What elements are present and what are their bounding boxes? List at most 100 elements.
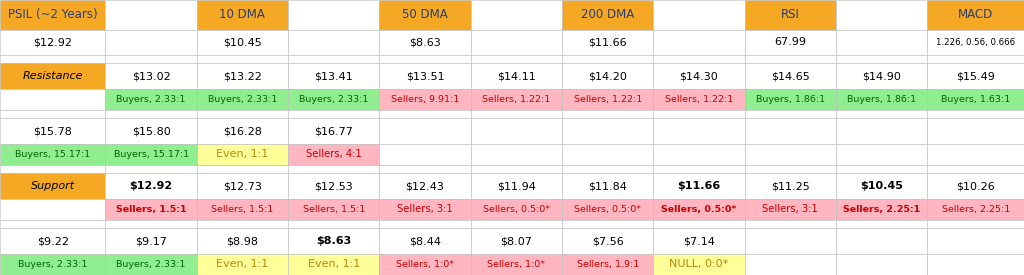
Text: $12.53: $12.53: [314, 181, 353, 191]
Bar: [744, 119, 836, 144]
Bar: [928, 119, 1024, 144]
Text: 67.99: 67.99: [774, 37, 806, 47]
Text: Even, 1:1: Even, 1:1: [216, 259, 268, 270]
Bar: [653, 165, 744, 174]
Bar: [288, 64, 379, 89]
Text: $12.92: $12.92: [33, 37, 73, 47]
Bar: [197, 220, 288, 229]
Bar: [928, 89, 1024, 110]
Text: $13.02: $13.02: [132, 71, 170, 81]
Bar: [562, 119, 653, 144]
Text: $13.22: $13.22: [223, 71, 262, 81]
Bar: [0, 119, 105, 144]
Text: $16.28: $16.28: [223, 126, 262, 136]
Text: $12.92: $12.92: [130, 181, 173, 191]
Bar: [562, 55, 653, 64]
Text: Sellers, 1.5:1: Sellers, 1.5:1: [211, 205, 273, 214]
Bar: [653, 254, 744, 275]
Bar: [288, 119, 379, 144]
Bar: [105, 165, 197, 174]
Bar: [653, 55, 744, 64]
Bar: [562, 229, 653, 254]
Bar: [836, 254, 928, 275]
Text: Buyers, 2.33:1: Buyers, 2.33:1: [18, 260, 87, 269]
Bar: [197, 144, 288, 165]
Bar: [197, 254, 288, 275]
Bar: [928, 110, 1024, 119]
Bar: [653, 0, 744, 30]
Bar: [379, 199, 471, 220]
Bar: [288, 165, 379, 174]
Bar: [653, 110, 744, 119]
Bar: [653, 64, 744, 89]
Text: $8.63: $8.63: [410, 37, 441, 47]
Bar: [379, 55, 471, 64]
Text: Sellers, 2.25:1: Sellers, 2.25:1: [843, 205, 921, 214]
Bar: [379, 220, 471, 229]
Bar: [471, 254, 562, 275]
Text: Buyers, 1.63:1: Buyers, 1.63:1: [941, 95, 1011, 104]
Text: Even, 1:1: Even, 1:1: [216, 149, 268, 160]
Text: $13.51: $13.51: [406, 71, 444, 81]
Bar: [562, 220, 653, 229]
Bar: [744, 254, 836, 275]
Bar: [471, 229, 562, 254]
Bar: [0, 110, 105, 119]
Bar: [836, 220, 928, 229]
Bar: [744, 89, 836, 110]
Bar: [197, 89, 288, 110]
Bar: [379, 0, 471, 30]
Bar: [928, 144, 1024, 165]
Text: $10.26: $10.26: [956, 181, 995, 191]
Bar: [744, 55, 836, 64]
Text: Sellers, 3:1: Sellers, 3:1: [397, 204, 453, 214]
Bar: [379, 254, 471, 275]
Bar: [105, 89, 197, 110]
Bar: [928, 229, 1024, 254]
Text: $8.07: $8.07: [501, 236, 532, 246]
Bar: [105, 55, 197, 64]
Text: Sellers, 0.5:0*: Sellers, 0.5:0*: [483, 205, 550, 214]
Bar: [105, 229, 197, 254]
Bar: [288, 30, 379, 55]
Bar: [288, 55, 379, 64]
Text: 1.226, 0.56, 0.666: 1.226, 0.56, 0.666: [936, 38, 1015, 47]
Text: Sellers, 1:0*: Sellers, 1:0*: [396, 260, 454, 269]
Text: Sellers, 2.25:1: Sellers, 2.25:1: [941, 205, 1010, 214]
Text: 50 DMA: 50 DMA: [402, 8, 447, 21]
Bar: [653, 220, 744, 229]
Bar: [471, 144, 562, 165]
Bar: [653, 229, 744, 254]
Bar: [928, 165, 1024, 174]
Bar: [836, 119, 928, 144]
Bar: [197, 55, 288, 64]
Text: $15.78: $15.78: [34, 126, 72, 136]
Bar: [744, 110, 836, 119]
Text: $8.98: $8.98: [226, 236, 258, 246]
Text: Sellers, 4:1: Sellers, 4:1: [306, 149, 361, 160]
Bar: [105, 30, 197, 55]
Text: Buyers, 2.33:1: Buyers, 2.33:1: [117, 95, 185, 104]
Bar: [653, 174, 744, 199]
Bar: [0, 144, 105, 165]
Bar: [105, 0, 197, 30]
Bar: [197, 110, 288, 119]
Text: Sellers, 1.22:1: Sellers, 1.22:1: [665, 95, 733, 104]
Bar: [562, 165, 653, 174]
Text: Sellers, 1.9:1: Sellers, 1.9:1: [577, 260, 639, 269]
Text: Support: Support: [31, 181, 75, 191]
Bar: [562, 199, 653, 220]
Bar: [471, 165, 562, 174]
Bar: [288, 110, 379, 119]
Bar: [928, 0, 1024, 30]
Bar: [0, 220, 105, 229]
Bar: [288, 144, 379, 165]
Bar: [0, 64, 105, 89]
Text: $7.14: $7.14: [683, 236, 715, 246]
Text: Sellers, 0.5:0*: Sellers, 0.5:0*: [574, 205, 641, 214]
Bar: [928, 254, 1024, 275]
Text: $9.17: $9.17: [135, 236, 167, 246]
Text: $7.56: $7.56: [592, 236, 624, 246]
Bar: [562, 64, 653, 89]
Bar: [836, 30, 928, 55]
